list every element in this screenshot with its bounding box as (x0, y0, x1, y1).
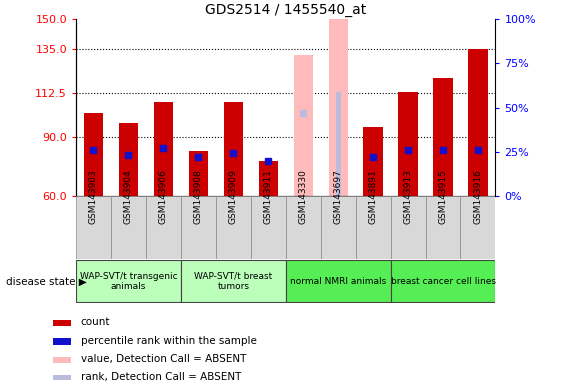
Bar (426, 196, 461, 259)
Text: GSM143915: GSM143915 (439, 169, 448, 224)
Bar (258, 161, 278, 196)
Text: GSM143891: GSM143891 (369, 169, 378, 224)
Text: GSM143697: GSM143697 (334, 169, 343, 224)
Text: GSM143916: GSM143916 (473, 169, 482, 224)
Bar (146, 196, 181, 259)
Bar (329, 19, 348, 196)
Text: value, Detection Call = ABSENT: value, Detection Call = ABSENT (81, 354, 246, 364)
Text: percentile rank within the sample: percentile rank within the sample (81, 336, 257, 346)
Title: GDS2514 / 1455540_at: GDS2514 / 1455540_at (205, 3, 367, 17)
Text: disease state ▶: disease state ▶ (6, 276, 86, 286)
Bar (181, 260, 286, 303)
Bar (468, 49, 488, 196)
Bar (189, 151, 208, 196)
Bar (336, 92, 341, 196)
Bar (76, 260, 181, 303)
Text: count: count (81, 317, 110, 328)
Text: WAP-SVT/t breast
tumors: WAP-SVT/t breast tumors (194, 271, 272, 291)
Bar (321, 196, 356, 259)
Bar (181, 196, 216, 259)
Bar (76, 196, 111, 259)
Text: normal NMRI animals: normal NMRI animals (290, 277, 386, 286)
Bar (285, 260, 391, 303)
Bar (293, 55, 313, 196)
Text: GSM143904: GSM143904 (124, 170, 133, 224)
Bar (216, 196, 251, 259)
Bar (461, 196, 495, 259)
Bar (356, 196, 391, 259)
Bar (119, 123, 138, 196)
Bar (434, 78, 453, 196)
Bar (251, 196, 286, 259)
Bar (364, 127, 383, 196)
Text: breast cancer cell lines: breast cancer cell lines (391, 277, 495, 286)
Text: GSM143908: GSM143908 (194, 169, 203, 224)
Bar (53, 357, 71, 362)
Text: GSM143911: GSM143911 (263, 169, 272, 224)
Text: GSM143330: GSM143330 (299, 169, 308, 224)
Text: GSM143903: GSM143903 (89, 169, 98, 224)
Bar (391, 260, 495, 303)
Bar (391, 196, 426, 259)
Bar (84, 113, 103, 196)
Bar (154, 102, 173, 196)
Text: GSM143913: GSM143913 (404, 169, 413, 224)
Bar (53, 375, 71, 381)
Text: GSM143906: GSM143906 (159, 169, 168, 224)
Text: GSM143909: GSM143909 (229, 169, 238, 224)
Bar (53, 339, 71, 344)
Bar (224, 102, 243, 196)
Bar (285, 196, 321, 259)
Text: rank, Detection Call = ABSENT: rank, Detection Call = ABSENT (81, 372, 241, 382)
Bar (111, 196, 146, 259)
Bar (399, 92, 418, 196)
Text: WAP-SVT/t transgenic
animals: WAP-SVT/t transgenic animals (79, 271, 177, 291)
Bar (53, 320, 71, 326)
